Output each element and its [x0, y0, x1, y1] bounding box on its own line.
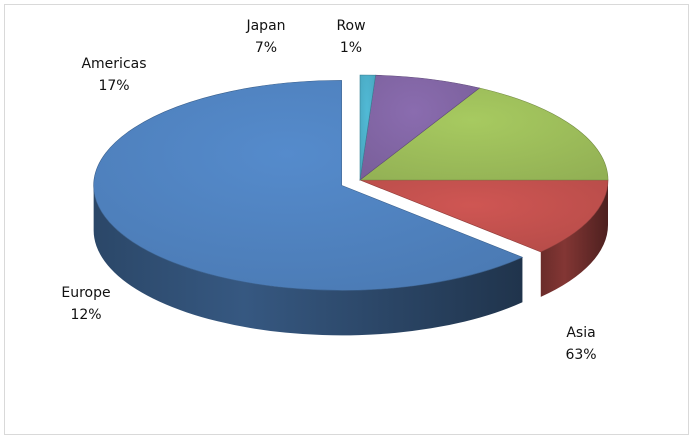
slice-label-europe: Europe	[61, 285, 110, 301]
pie-sides	[93, 180, 608, 336]
slice-side-europe	[540, 180, 608, 297]
slice-percent-row: 1%	[340, 40, 362, 56]
slice-percent-europe: 12%	[70, 307, 101, 323]
slice-label-americas: Americas	[81, 56, 146, 72]
slice-japan	[359, 74, 481, 181]
slice-americas	[359, 87, 609, 181]
slice-asia	[93, 80, 524, 291]
pie-tops	[93, 74, 609, 291]
slice-percent-japan: 7%	[255, 40, 277, 56]
slice-percent-asia: 63%	[565, 347, 596, 363]
slice-percent-americas: 17%	[98, 78, 129, 94]
slice-label-asia: Asia	[566, 325, 595, 341]
slice-side-asia	[93, 185, 523, 336]
slice-label-japan: Japan	[245, 18, 285, 34]
slice-label-row: Row	[336, 18, 365, 34]
pie-labels: Asia 63% Europe 12% Americas 17% Japan 7% Row 1%	[61, 18, 596, 363]
slice-row	[359, 74, 376, 181]
slice-europe	[359, 179, 609, 253]
